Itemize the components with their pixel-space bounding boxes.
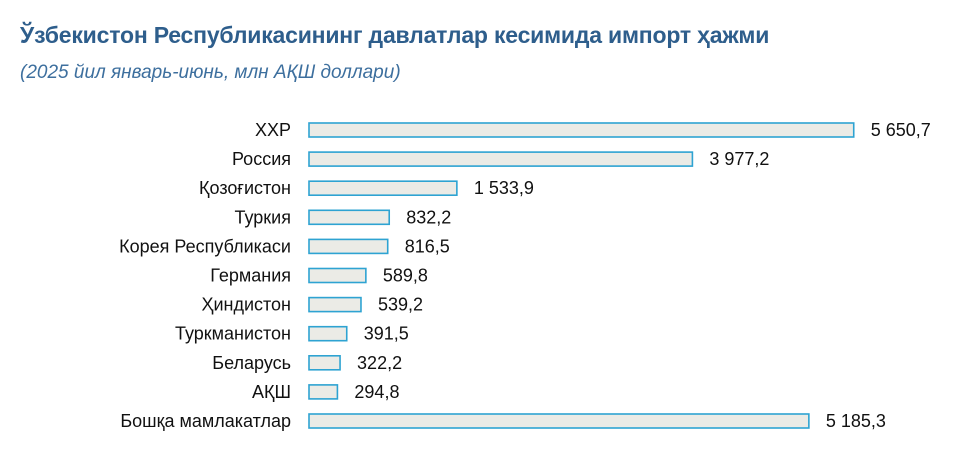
bar bbox=[308, 209, 391, 226]
category-label: Корея Республикаси bbox=[119, 236, 291, 256]
bar bbox=[308, 238, 389, 255]
category-label: Россия bbox=[232, 149, 291, 169]
category-label: Туркия bbox=[235, 207, 291, 227]
value-label: 832,2 bbox=[406, 207, 451, 227]
category-label: ХХР bbox=[255, 120, 291, 140]
value-label: 322,2 bbox=[357, 353, 402, 373]
bar bbox=[308, 122, 855, 138]
category-label: Ҳиндистон bbox=[201, 295, 291, 315]
value-label: 5 650,7 bbox=[871, 120, 931, 140]
value-label: 5 185,3 bbox=[826, 411, 886, 431]
category-label: Германия bbox=[210, 266, 291, 286]
bar bbox=[308, 413, 810, 429]
chart-title: Ўзбекистон Республикасининг давлатлар ке… bbox=[20, 22, 770, 48]
value-label: 294,8 bbox=[354, 382, 399, 402]
value-label: 391,5 bbox=[364, 324, 409, 344]
category-label: АҚШ bbox=[252, 382, 291, 402]
bar bbox=[308, 354, 341, 371]
value-label: 539,2 bbox=[378, 295, 423, 315]
value-label: 589,8 bbox=[383, 266, 428, 286]
value-label: 1 533,9 bbox=[474, 178, 534, 198]
category-label: Беларусь bbox=[212, 353, 291, 373]
bar bbox=[308, 296, 362, 313]
bar bbox=[308, 267, 367, 284]
category-label: Туркманистон bbox=[175, 324, 291, 344]
value-label: 3 977,2 bbox=[709, 149, 769, 169]
bar bbox=[308, 384, 339, 400]
bar bbox=[308, 151, 694, 167]
chart-subtitle: (2025 йил январь-июнь, млн АҚШ доллари) bbox=[20, 62, 401, 83]
category-label: Бошқа мамлакатлар bbox=[120, 411, 291, 431]
category-label: Қозоғистон bbox=[199, 178, 291, 198]
bar bbox=[308, 325, 348, 342]
bar bbox=[308, 180, 458, 196]
value-label: 816,5 bbox=[405, 236, 450, 256]
